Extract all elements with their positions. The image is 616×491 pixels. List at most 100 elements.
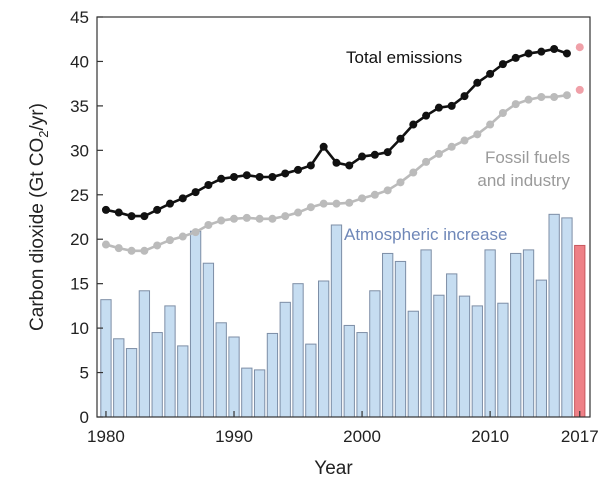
atmospheric-increase-bar-1997 <box>318 280 330 418</box>
y-tick-label-20: 20 <box>70 230 89 249</box>
fossil-fuels-and-industry-point-2016 <box>562 91 571 100</box>
total-emissions-point-2011 <box>498 60 507 69</box>
atmospheric-increase-bar-2004 <box>407 310 419 418</box>
atmospheric-increase-bar-2003 <box>394 260 407 418</box>
atmospheric-increase-bar-1983 <box>138 290 151 418</box>
total-emissions-point-1998 <box>332 158 341 167</box>
fossil-fuels-and-industry-point-1981 <box>114 244 123 253</box>
fossil-fuels-and-industry-point-1987 <box>191 228 200 237</box>
total-emissions-point-1987 <box>191 188 200 197</box>
atmospheric-increase-bar-2014 <box>535 279 547 418</box>
atmospheric-increase-bar-2005 <box>420 249 432 418</box>
total-emissions-point-1989 <box>217 174 226 183</box>
atmospheric-increase-label: Atmospheric increase <box>344 225 507 244</box>
y-tick-label-25: 25 <box>70 186 89 205</box>
fossil-fuels-and-industry-point-1996 <box>306 203 315 212</box>
total-emissions-point-1986 <box>178 194 187 203</box>
fossil-fuels-and-industry-point-2003 <box>396 178 405 187</box>
total-emissions-point-2001 <box>370 150 379 159</box>
atmospheric-increase-bar-1991 <box>241 367 253 418</box>
atmospheric-increase-bar-1987 <box>189 230 202 418</box>
fossil-fuels-and-industry-point-1986 <box>178 232 187 241</box>
total-emissions-point-2012 <box>511 53 520 62</box>
atmospheric-increase-bar-2006 <box>433 294 445 418</box>
atmospheric-increase-bar-2001 <box>369 290 381 418</box>
atmospheric-increase-bar-1985 <box>164 305 176 418</box>
atmospheric-increase-bar-1986 <box>177 345 189 418</box>
fossil-fuels-and-industry-point-2001 <box>370 190 379 199</box>
atmospheric-increase-bar-2008 <box>458 295 471 418</box>
x-tick-label-1990: 1990 <box>215 427 253 446</box>
fossil-fuels-and-industry-point-1989 <box>217 216 226 225</box>
fossil-fuels-and-industry-point-2007 <box>447 142 456 151</box>
fossil-fuels-and-industry-point-1992 <box>255 214 264 223</box>
fossil-fuels-and-industry-point-1983 <box>140 246 149 255</box>
atmospheric-increase-bar-2012 <box>510 252 522 418</box>
atmospheric-increase-bar-1980 <box>100 299 112 418</box>
y-tick-label-45: 45 <box>70 8 89 27</box>
total-emissions-point-2017 <box>575 43 584 52</box>
fossil-fuels-and-industry-point-1985 <box>165 236 174 245</box>
fossil-fuels-and-industry-point-2009 <box>473 130 482 139</box>
emission-lines <box>101 43 584 255</box>
x-tick-label-2010: 2010 <box>471 427 509 446</box>
x-tick-label-2000: 2000 <box>343 427 381 446</box>
fossil-fuels-and-industry-point-2006 <box>434 149 443 158</box>
plot-frame <box>96 16 591 418</box>
atmospheric-increase-bar-2017 <box>574 244 586 418</box>
total-emissions-point-1999 <box>345 161 354 170</box>
atmospheric-increase-bar-1994 <box>279 301 291 418</box>
fossil-fuels-and-industry-point-1984 <box>153 241 162 250</box>
atmospheric-increase-bar-2002 <box>382 252 394 418</box>
axes: 0 5 10 15 20 25 30 35 40 45 1980 1990 2000 2010 2017 Ye… <box>27 8 599 479</box>
fossil-fuels-and-industry-point-1998 <box>332 199 341 208</box>
fossil-fuels-and-industry-point-2010 <box>486 120 495 129</box>
total-emissions-point-1992 <box>255 173 264 181</box>
atmospheric-increase-bars <box>100 213 586 418</box>
fossil-fuels-and-industry-point-1994 <box>281 212 290 221</box>
y-tick-label-35: 35 <box>70 97 89 116</box>
total-emissions-point-2013 <box>524 49 533 58</box>
atmospheric-increase-bar-1989 <box>215 322 227 418</box>
fossil-fuels-and-industry-point-2002 <box>383 186 392 195</box>
atmospheric-increase-bar-2015 <box>548 213 560 418</box>
atmospheric-increase-bar-2011 <box>497 302 509 418</box>
x-tick-label-2017: 2017 <box>561 427 599 446</box>
total-emissions-point-2002 <box>383 148 392 157</box>
y-tick-label-15: 15 <box>70 275 89 294</box>
fossil-fuels-and-industry-point-1991 <box>242 213 251 222</box>
fossil-fuels-and-industry-point-2005 <box>422 157 431 166</box>
total-emissions-point-1988 <box>204 181 213 189</box>
total-emissions-line <box>105 47 568 218</box>
total-emissions-point-1990 <box>230 173 239 181</box>
total-emissions-point-2003 <box>396 134 405 143</box>
total-emissions-point-2007 <box>447 101 456 110</box>
fossil-fuels-and-industry-point-2015 <box>550 93 559 101</box>
fossil-fuels-and-industry-point-2013 <box>524 95 533 104</box>
atmospheric-increase-bar-1995 <box>292 283 304 418</box>
fossil-fuels-and-industry-point-1988 <box>204 221 213 229</box>
total-emissions-point-2014 <box>537 47 546 56</box>
atmospheric-increase-bar-1993 <box>266 332 279 418</box>
total-emissions-point-1991 <box>242 171 251 180</box>
fossil-fuels-and-industry-point-2014 <box>537 93 546 101</box>
fossil-fuels-and-industry-point-2004 <box>409 168 418 177</box>
fossil-fuels-and-industry-point-2011 <box>498 109 507 117</box>
fossil-fuels-and-industry-point-1993 <box>268 214 277 223</box>
total-emissions-point-2005 <box>422 111 431 120</box>
total-emissions-point-1985 <box>165 199 174 208</box>
atmospheric-increase-bar-1990 <box>228 336 240 418</box>
total-emissions-point-1981 <box>114 208 123 217</box>
fossil-fuels-and-industry-point-2008 <box>460 136 469 145</box>
atmospheric-increase-bar-2016 <box>561 217 573 418</box>
total-emissions-point-1993 <box>268 173 277 181</box>
y-tick-label-10: 10 <box>70 319 89 338</box>
atmospheric-increase-bar-2013 <box>522 249 535 418</box>
fossil-fuels-and-industry-point-1997 <box>319 199 328 208</box>
atmospheric-increase-bar-1996 <box>305 343 317 418</box>
total-emissions-point-1994 <box>281 169 290 178</box>
total-emissions-point-1997 <box>319 142 328 151</box>
y-axis-title-subscript: 2 <box>36 130 51 137</box>
labels: Total emissions Fossil fuels and industry A… <box>344 48 570 244</box>
